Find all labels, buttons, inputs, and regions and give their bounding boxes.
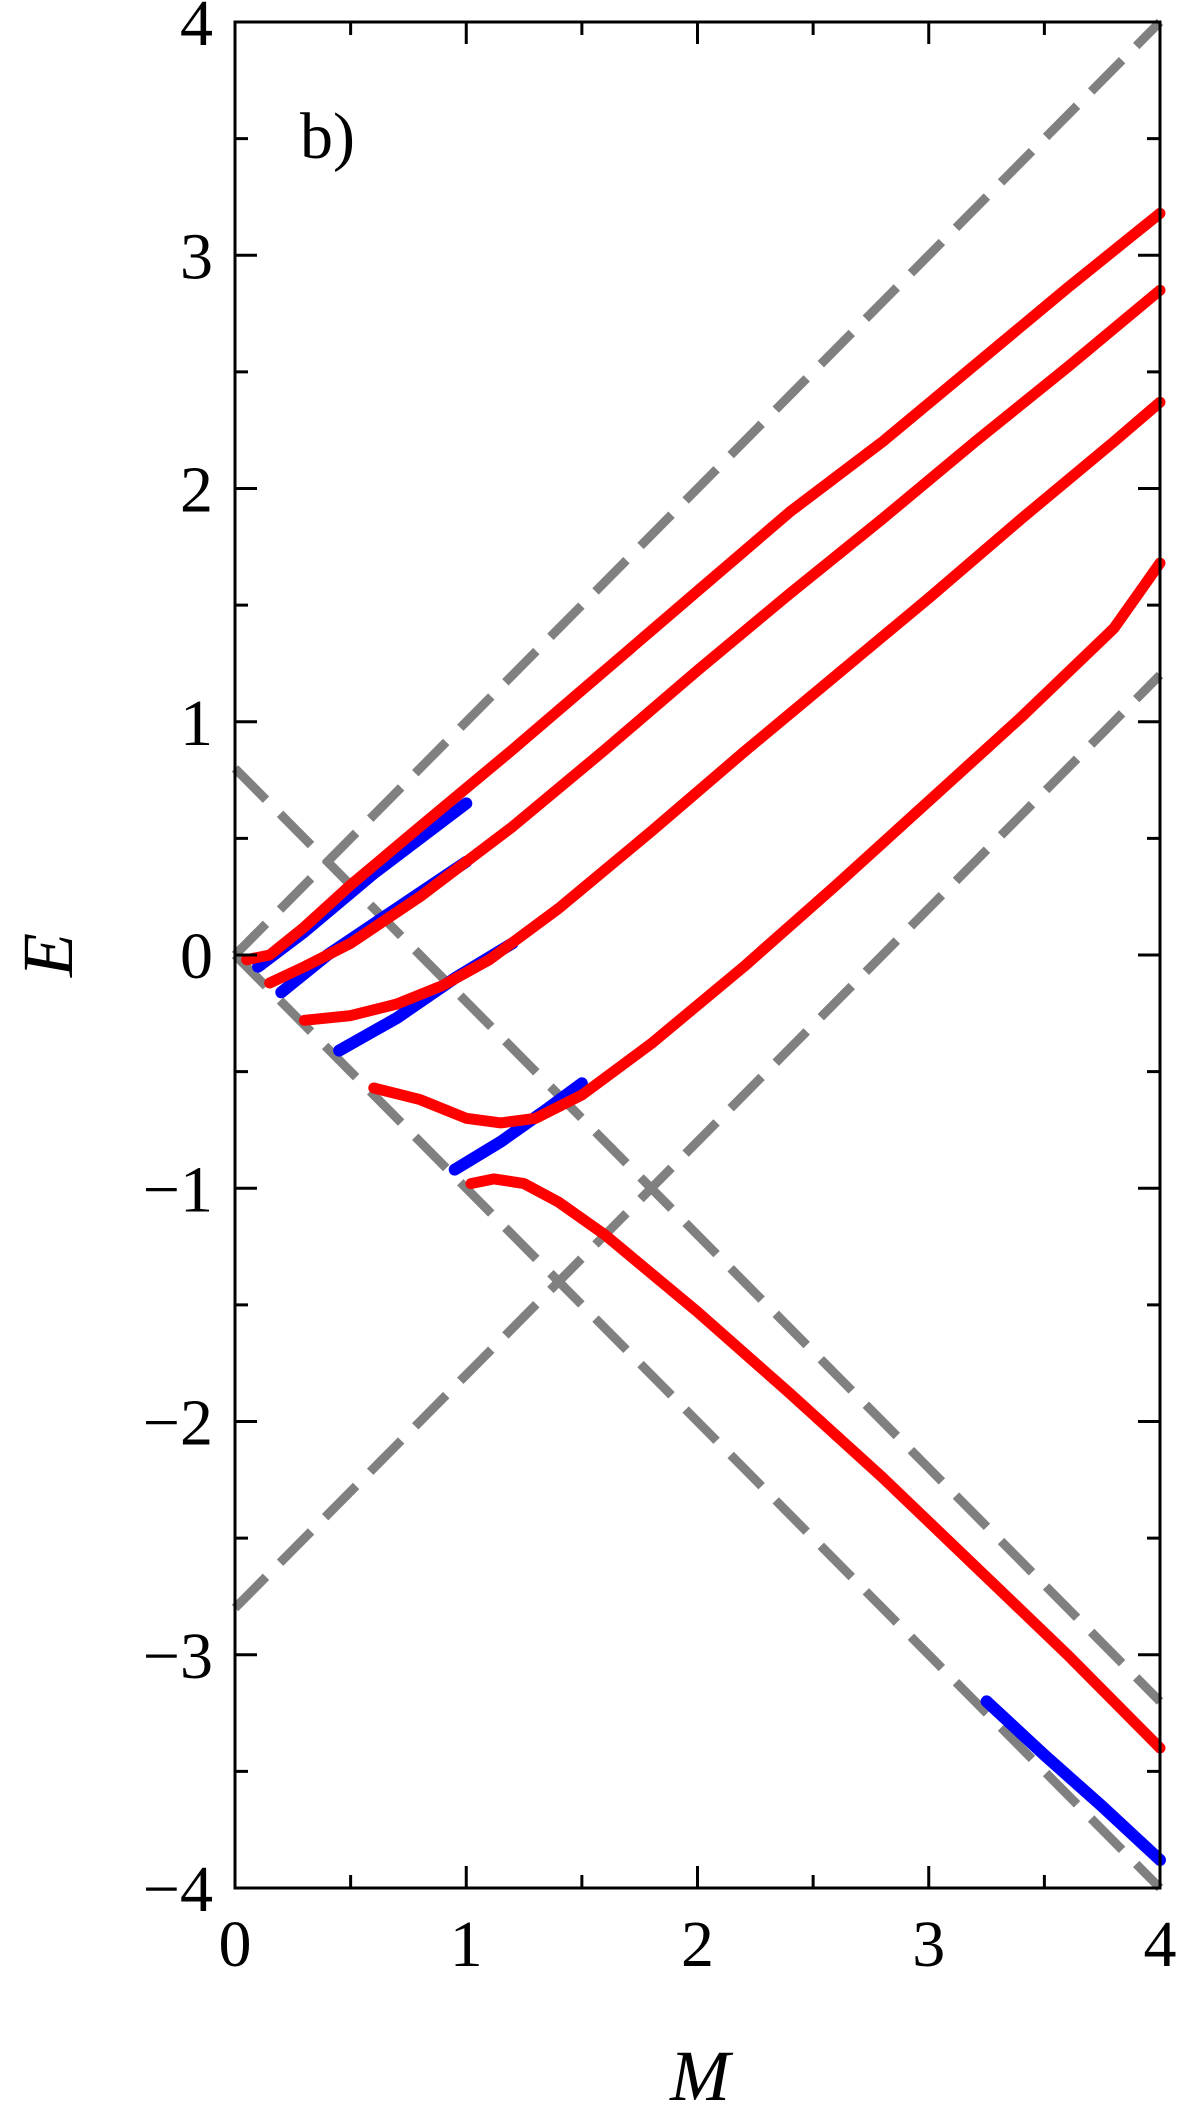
y-tick-label: 3 — [180, 220, 213, 293]
y-tick-label: −1 — [143, 1153, 213, 1226]
y-tick-label: 4 — [180, 0, 213, 60]
x-tick-label: 3 — [912, 1908, 945, 1981]
y-tick-label: 2 — [180, 454, 213, 527]
blue-curve — [448, 1077, 588, 1176]
x-tick-label: 2 — [681, 1908, 714, 1981]
red-curve — [241, 207, 1166, 966]
x-tick-label: 4 — [1144, 1908, 1177, 1981]
x-tick-label: 0 — [219, 1908, 252, 1981]
red-curve — [264, 284, 1166, 989]
axis-ticks — [233, 20, 1162, 1890]
red-curve — [465, 1173, 1166, 1754]
tick-labels: 0 1 2 3 4 −4 −3 −2 −1 0 1 2 3 4 — [143, 0, 1177, 1981]
y-tick-label: −3 — [143, 1620, 213, 1693]
y-tick-label: −4 — [143, 1853, 213, 1926]
y-tick-label: 1 — [180, 687, 213, 760]
dashed-line — [231, 951, 1164, 1892]
dashed-line — [231, 671, 1164, 1612]
blue-curves — [252, 797, 1166, 1866]
red-curve — [298, 396, 1166, 1026]
x-axis-title: M — [669, 2036, 734, 2116]
y-tick-label: 0 — [180, 920, 213, 993]
dashed-line — [231, 18, 1164, 959]
red-curve — [368, 557, 1166, 1129]
y-tick-label: −2 — [143, 1387, 213, 1460]
red-curves — [241, 207, 1166, 1754]
dashed-line — [231, 765, 1164, 1705]
y-axis-title: E — [8, 933, 88, 978]
blue-curve — [980, 1695, 1166, 1866]
x-tick-label: 1 — [450, 1908, 483, 1981]
panel-label: b) — [300, 100, 355, 173]
